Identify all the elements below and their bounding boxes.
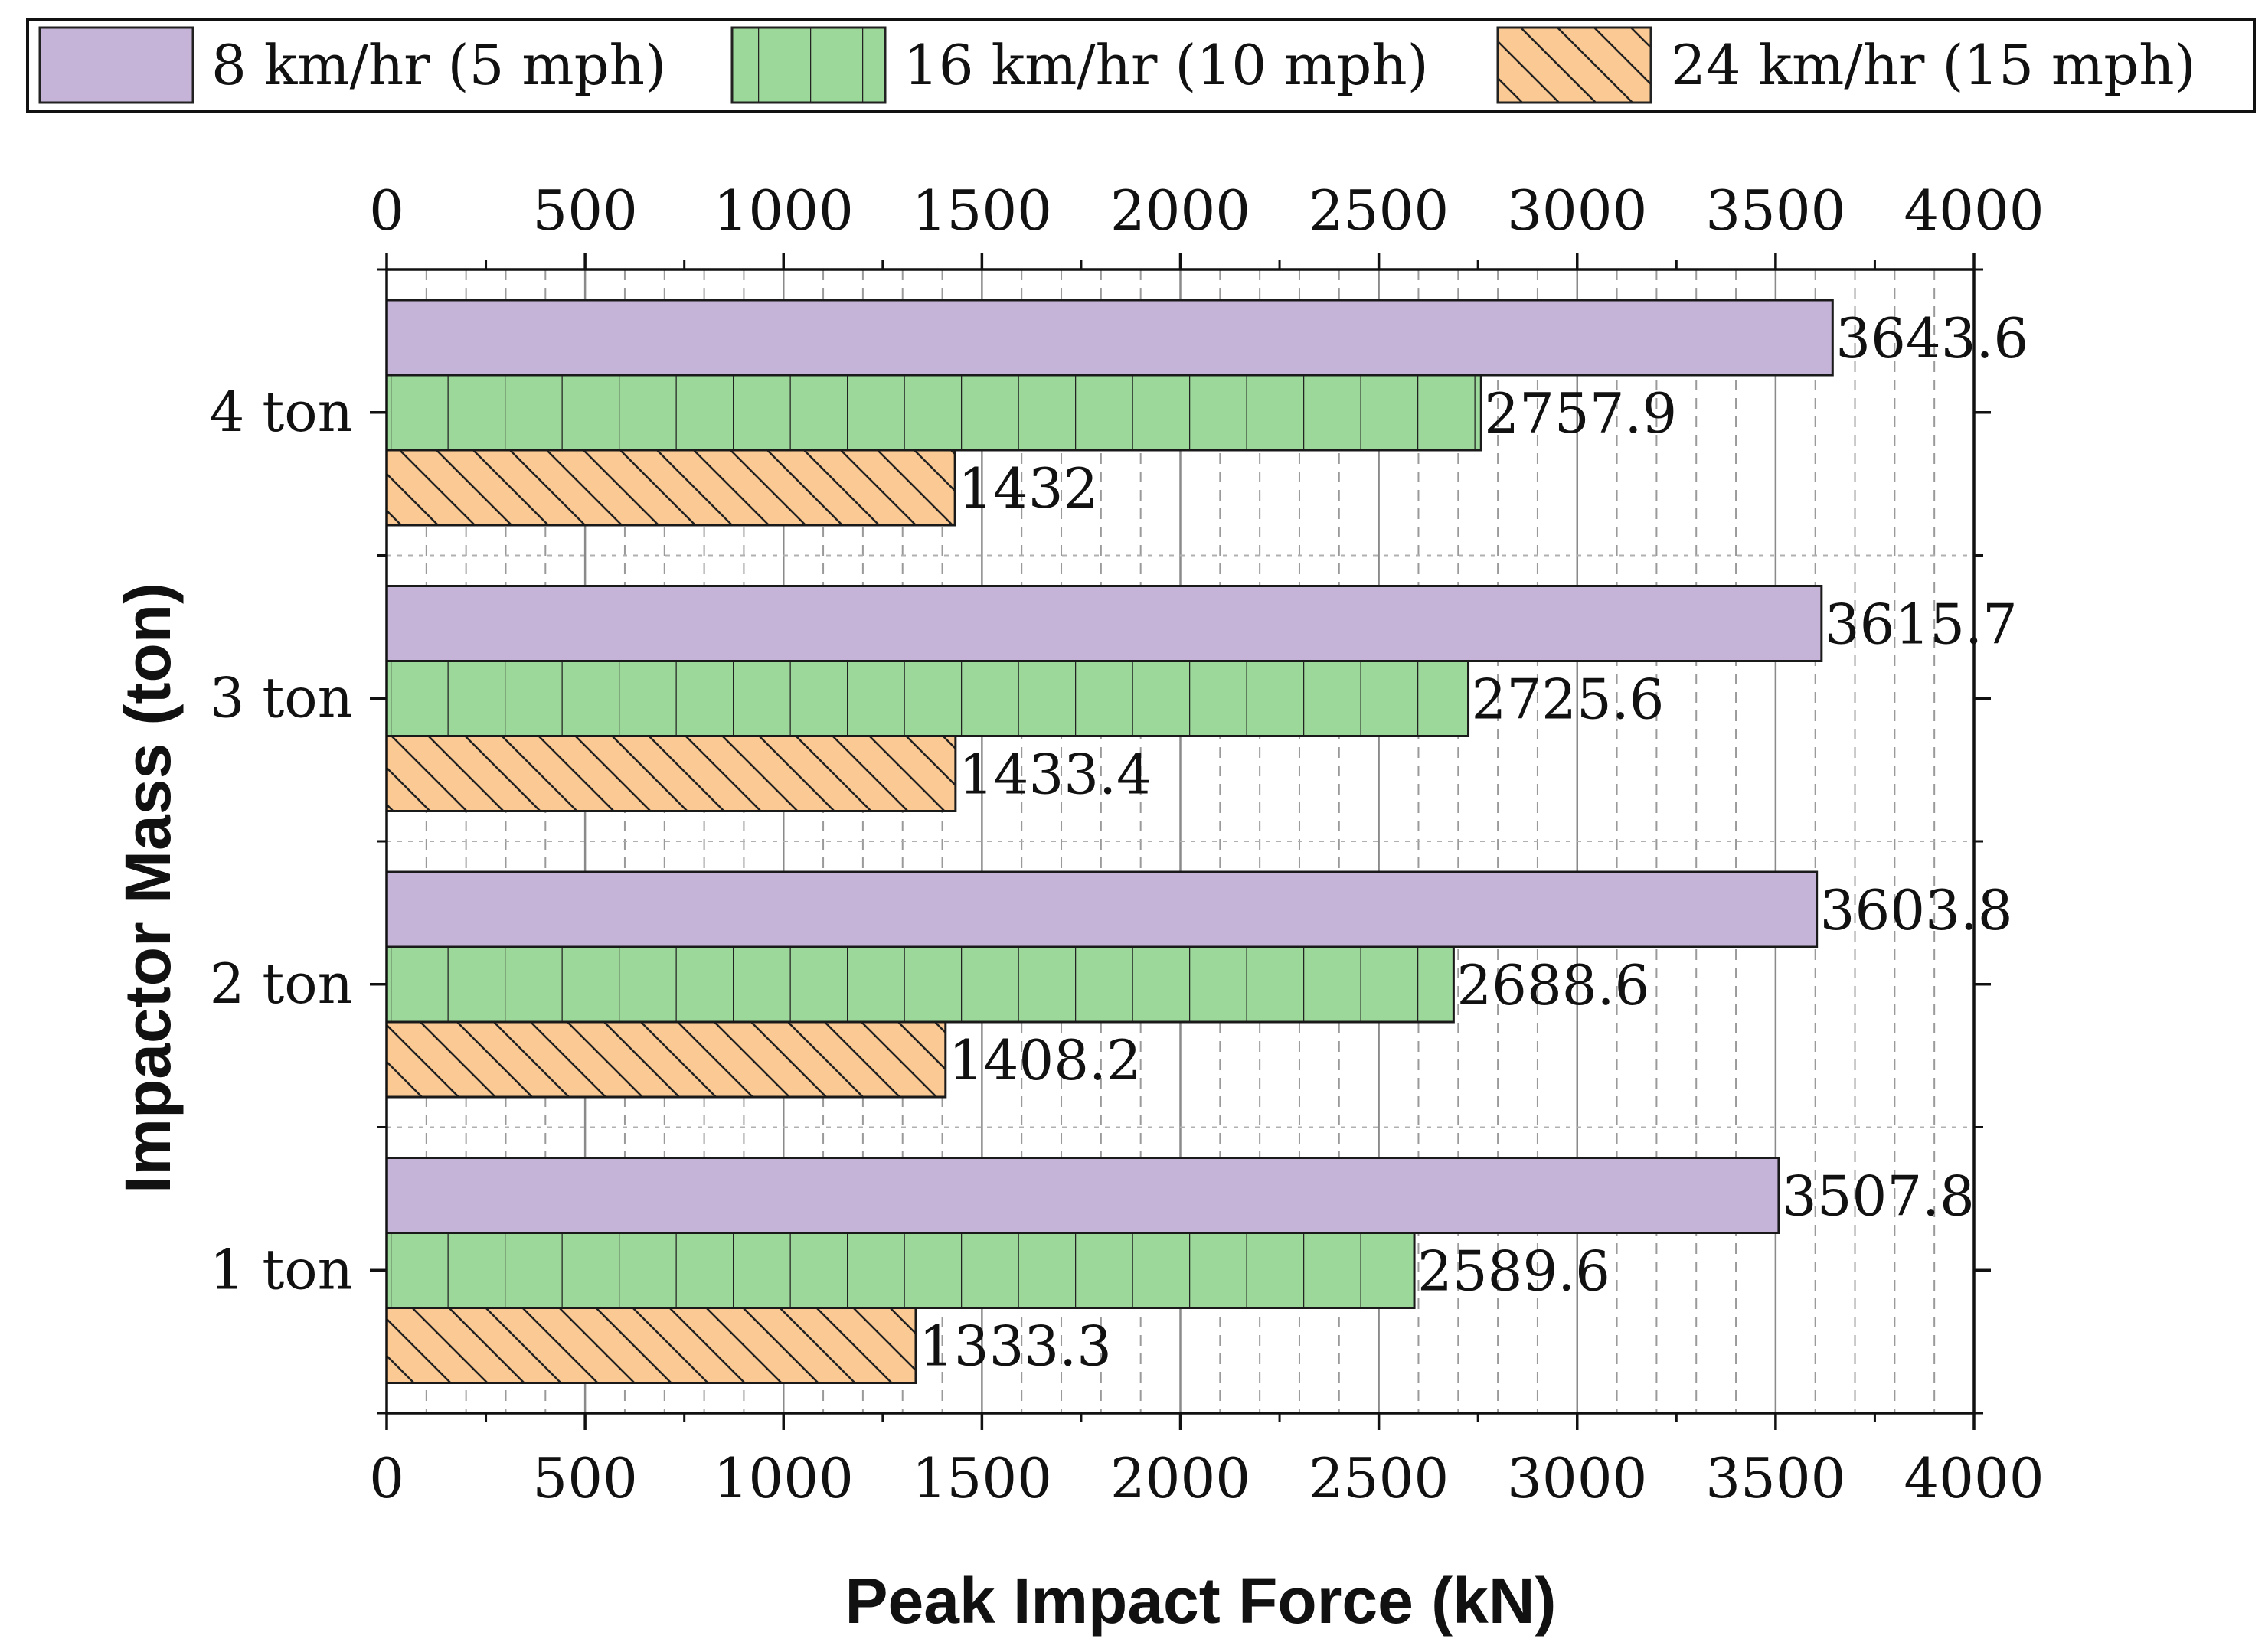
top-tick-label: 3000 [1507,178,1647,243]
x-tick-label: 500 [532,1446,637,1510]
y-tick-label: 4 ton [210,380,353,444]
x-tick-label: 1500 [912,1446,1052,1510]
data-label-24kmh: 1408.2 [949,1028,1142,1092]
y-tick-label: 3 ton [210,665,353,730]
data-label-24kmh: 1433.4 [959,743,1152,807]
x-tick-label: 3000 [1507,1446,1647,1510]
legend: 8 km/hr (5 mph) 16 km/hr (10 mph) 24 km/… [26,18,2256,113]
bar-24kmh [385,1020,947,1099]
data-label-8kmh: 3615.7 [1825,593,2018,657]
top-tick-label: 2000 [1110,178,1250,243]
data-label-16kmh: 2589.6 [1417,1239,1610,1304]
bar-24kmh [385,1307,917,1384]
legend-swatch-24kmh [1496,26,1652,104]
bar-8kmh [385,870,1819,948]
data-label-8kmh: 3643.6 [1835,306,2028,371]
x-tick-label: 0 [369,1446,404,1510]
y-tick-label: 1 ton [210,1237,353,1301]
bar-16kmh [385,945,1455,1024]
legend-frame [26,18,2256,113]
data-label-24kmh: 1333.3 [919,1314,1112,1379]
bar-16kmh [385,1232,1416,1309]
legend-label-16kmh: 16 km/hr (10 mph) [904,33,1429,97]
x-tick-label: 1000 [714,1446,854,1510]
bar-16kmh [385,374,1482,452]
x-tick-label: 4000 [1904,1446,2044,1510]
bars [385,299,1834,1384]
bar-16kmh [385,660,1470,737]
top-tick-label: 1500 [912,178,1052,243]
legend-swatch-16kmh [730,26,887,104]
x-tick-label: 2500 [1309,1446,1449,1510]
y-axis-title: Impactor Mass (ton) [112,583,184,1193]
top-tick-label: 4000 [1904,178,2044,243]
bar-8kmh [385,1157,1780,1234]
top-tick-label: 1000 [714,178,854,243]
x-tick-label: 2000 [1110,1446,1250,1510]
legend-label-8kmh: 8 km/hr (5 mph) [211,33,666,97]
data-label-24kmh: 1432 [958,456,1098,521]
top-tick-label: 0 [369,178,404,243]
bar-24kmh [385,449,956,527]
data-labels: 3507.8 2589.6 1333.3 3603.8 2688.6 1408.2 3615… [919,306,2028,1379]
data-label-16kmh: 2688.6 [1456,953,1649,1017]
bar-8kmh [385,585,1823,662]
legend-label-24kmh: 24 km/hr (15 mph) [1671,33,2196,97]
data-label-16kmh: 2757.9 [1484,381,1677,446]
bar-24kmh [385,735,957,812]
legend-swatch-8kmh [38,26,194,104]
axes: 0 0 500 500 1000 1000 1500 1500 2000 2000 2500 2500… [210,178,2044,1510]
top-tick-label: 2500 [1309,178,1449,243]
x-tick-label: 3500 [1705,1446,1845,1510]
data-label-8kmh: 3507.8 [1782,1164,1975,1229]
data-label-8kmh: 3603.8 [1820,878,2013,942]
top-tick-label: 3500 [1705,178,1845,243]
y-tick-label: 2 ton [210,952,353,1016]
bar-8kmh [385,299,1834,377]
x-axis-title: Peak Impact Force (kN) [845,1565,1556,1637]
data-label-16kmh: 2725.6 [1472,668,1665,732]
top-tick-label: 500 [532,178,637,243]
